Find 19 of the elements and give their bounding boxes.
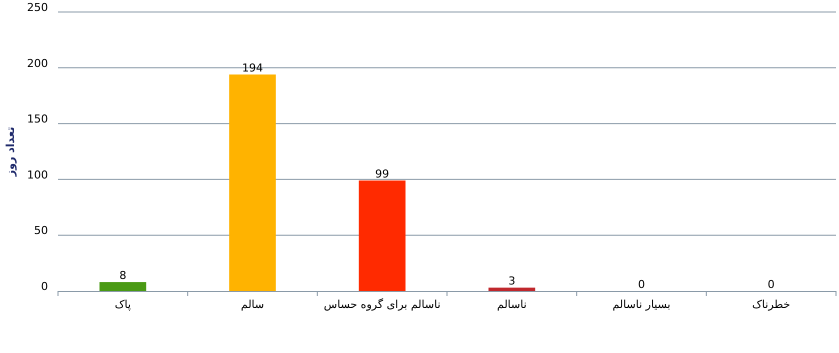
y-axis-title: تعداد روز <box>4 126 17 178</box>
y-tick-label: 50 <box>34 224 48 238</box>
y-tick-label: 200 <box>27 56 48 70</box>
y-tick-label: 150 <box>27 112 48 126</box>
y-tick-label: 250 <box>27 1 48 14</box>
x-tick-label: خطرناک <box>752 298 790 311</box>
x-tick-label: سالم <box>240 298 264 311</box>
data-label: 0 <box>768 278 775 291</box>
y-tick-label: 100 <box>27 168 48 182</box>
x-tick-label: ناسالم برای گروه حساس <box>324 298 441 311</box>
y-tick-label: 0 <box>41 280 48 293</box>
data-label: 3 <box>508 274 516 288</box>
data-label: 194 <box>242 61 263 74</box>
data-label: 8 <box>119 269 126 282</box>
data-label: 99 <box>375 168 390 181</box>
x-tick-label: ناسالم <box>497 298 527 311</box>
x-tick-label: بسیار ناسالم <box>612 298 671 311</box>
x-tick-label: پاک <box>114 298 131 311</box>
data-label: 0 <box>638 278 645 291</box>
